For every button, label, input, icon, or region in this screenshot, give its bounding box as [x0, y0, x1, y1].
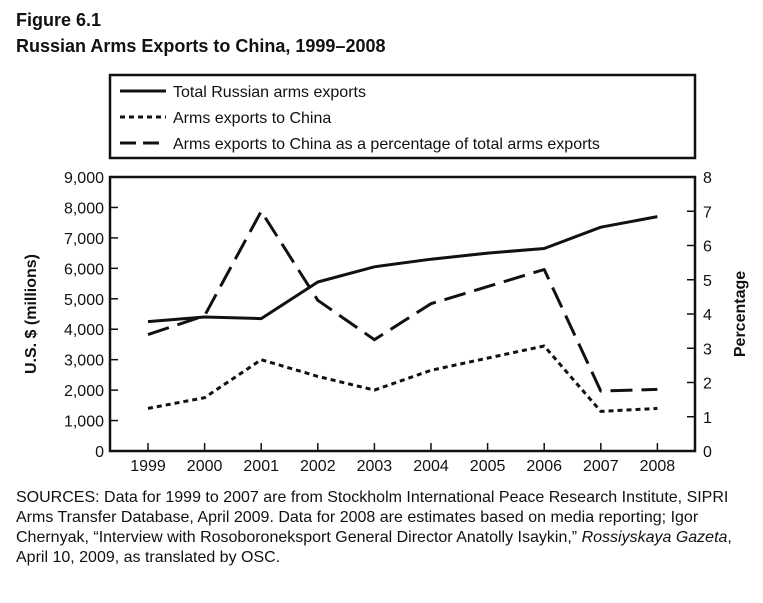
y2-tick-label: 4: [703, 307, 712, 324]
legend-entry-label: Total Russian arms exports: [173, 84, 366, 101]
x-tick-label: 2006: [526, 458, 562, 475]
y-tick-label: 5,000: [64, 292, 104, 309]
y-axis-title: U.S. $ (millions): [23, 254, 40, 374]
x-tick-label: 2002: [300, 458, 336, 475]
y2-tick-label: 6: [703, 239, 712, 256]
sources-text-end: , April 10, 2009, as translated by OSC.: [16, 529, 732, 566]
x-tick-label: 2008: [640, 458, 676, 475]
x-tick-label: 1999: [130, 458, 166, 475]
y-tick-label: 1,000: [64, 414, 104, 431]
y2-axis-title: Percentage: [732, 271, 749, 357]
sources-note: SOURCES: Data for 1999 to 2007 are from …: [16, 488, 756, 568]
y2-tick-label: 2: [703, 376, 712, 393]
figure-label: Figure 6.1: [16, 10, 102, 30]
series-line-3: [147, 209, 658, 393]
plot-frame: [108, 175, 697, 453]
x-tick-label: 2007: [583, 458, 619, 475]
y-tick-label: 4,000: [64, 322, 104, 339]
sources-publication: Rossiyskaya Gazeta: [581, 529, 728, 546]
y2-tick-label: 1: [703, 410, 712, 427]
y2-tick-label: 8: [703, 170, 712, 187]
x-tick-label: 2000: [187, 458, 223, 475]
chart-legend: Total Russian arms exports Arms exports t…: [108, 73, 697, 160]
y2-tick-label: 3: [703, 341, 712, 358]
y-tick-label: 3,000: [64, 353, 104, 370]
legend-box: [108, 73, 697, 160]
y-tick-label: 7,000: [64, 231, 104, 248]
y-tick-label: 6,000: [64, 261, 104, 278]
sources-text: SOURCES: Data for 1999 to 2007 are from …: [16, 489, 729, 546]
y-tick-label: 2,000: [64, 383, 104, 400]
y2-tick-label: 7: [703, 204, 712, 221]
y-tick-label: 8,000: [64, 200, 104, 217]
x-tick-label: 2003: [357, 458, 393, 475]
y2-tick-label: 5: [703, 273, 712, 290]
y2-tick-label: 0: [703, 444, 712, 461]
series-line-2: [147, 344, 658, 413]
x-tick-label: 2005: [470, 458, 506, 475]
figure-title: Russian Arms Exports to China, 1999–2008: [16, 36, 386, 56]
y-tick-label: 0: [95, 444, 104, 461]
legend-entry-label: Arms exports to China as a percentage of…: [173, 136, 600, 153]
x-tick-label: 2001: [243, 458, 279, 475]
series-line-1: [147, 215, 658, 324]
y-tick-label: 9,000: [64, 170, 104, 187]
legend-entry-label: Arms exports to China: [173, 110, 331, 127]
x-tick-label: 2004: [413, 458, 449, 475]
